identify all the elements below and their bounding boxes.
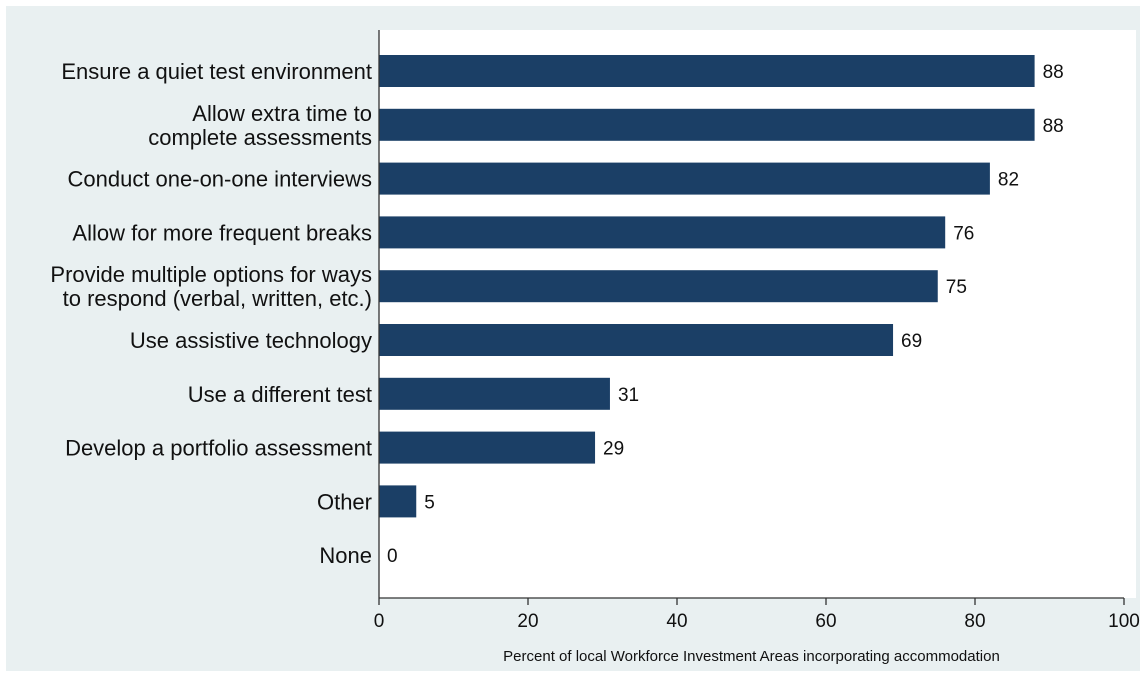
value-label-8: 5 (424, 492, 435, 513)
x-tick-label-0: 0 (374, 611, 385, 632)
category-label-1-line-1: complete assessments (148, 125, 372, 150)
x-axis-title: Percent of local Workforce Investment Ar… (503, 648, 1000, 665)
category-label-1-line-0: Allow extra time to (192, 101, 372, 126)
category-label-0: Ensure a quiet test environment (61, 59, 372, 84)
x-tick-label-3: 60 (815, 611, 836, 632)
value-label-9: 0 (387, 546, 398, 567)
value-label-0: 88 (1043, 62, 1064, 83)
value-label-4: 75 (946, 277, 967, 298)
value-label-1: 88 (1043, 116, 1064, 137)
category-label-4-line-1: to respond (verbal, written, etc.) (63, 286, 372, 311)
bar-4 (379, 270, 938, 303)
value-label-5: 69 (901, 331, 922, 352)
bar-7 (379, 431, 596, 464)
bar-5 (379, 324, 894, 356)
x-tick-label-5: 100 (1108, 611, 1140, 632)
category-label-2: Conduct one-on-one interviews (67, 167, 372, 192)
bar-6 (379, 377, 610, 410)
category-label-3: Allow for more frequent breaks (72, 220, 372, 245)
category-label-9: None (319, 543, 372, 568)
category-label-7: Develop a portfolio assessment (65, 436, 372, 461)
bar-0 (379, 55, 1035, 87)
x-tick-label-2: 40 (666, 611, 687, 632)
category-label-4-line-0: Provide multiple options for ways (50, 262, 372, 287)
value-label-3: 76 (953, 223, 974, 244)
category-label-8: Other (317, 489, 372, 514)
bar-8 (379, 485, 417, 518)
value-label-7: 29 (603, 439, 624, 460)
value-label-2: 82 (998, 170, 1019, 191)
value-label-6: 31 (618, 385, 639, 406)
bar-1 (379, 108, 1035, 141)
category-label-6: Use a different test (188, 382, 372, 407)
category-label-5: Use assistive technology (130, 328, 372, 353)
bar-2 (379, 162, 990, 195)
x-tick-label-4: 80 (964, 611, 985, 632)
bar-3 (379, 216, 946, 249)
x-tick-label-1: 20 (517, 611, 538, 632)
